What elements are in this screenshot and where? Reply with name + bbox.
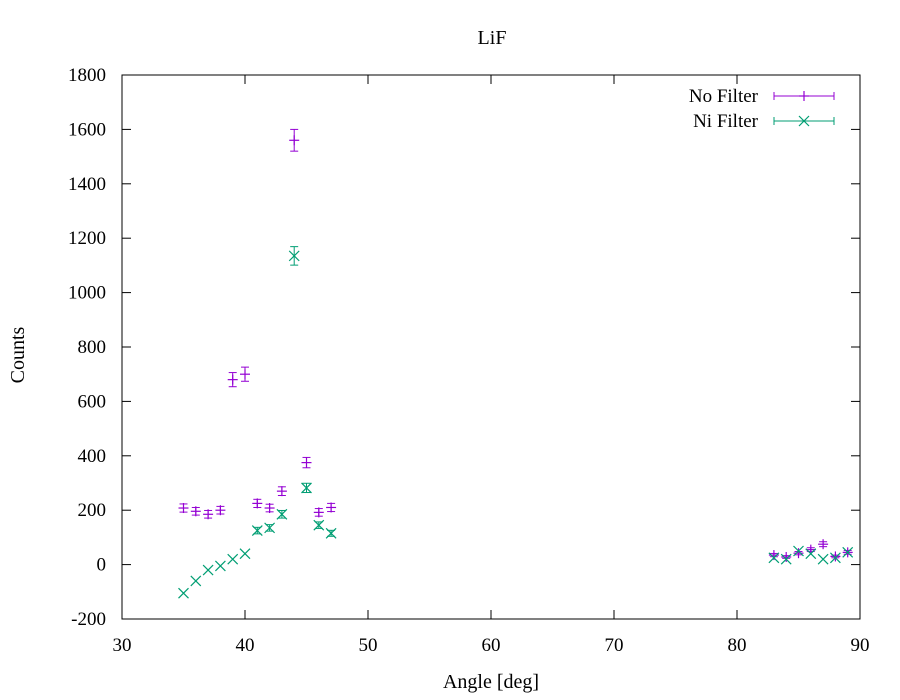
- marker-d2: [251, 525, 263, 537]
- series-layer: [178, 128, 854, 599]
- y-tick-label: 1200: [68, 228, 106, 249]
- x-tick-label: 70: [605, 635, 624, 656]
- data-point: [780, 553, 792, 565]
- marker-d2: [768, 552, 780, 564]
- y-tick-label: 200: [78, 500, 107, 521]
- data-point: [818, 539, 829, 550]
- marker-d2: [227, 553, 239, 565]
- data-point: [276, 486, 287, 497]
- data-point: [301, 482, 312, 494]
- x-tick-label: 50: [359, 635, 378, 656]
- marker-d2: [842, 546, 854, 558]
- legend-marker-d2: [798, 115, 810, 127]
- data-point: [264, 503, 275, 514]
- marker-d2: [325, 527, 337, 539]
- marker-d2: [178, 587, 189, 599]
- y-axis: -200 0 200 400 600 800 1000 1200 1400 1600 1800: [68, 65, 860, 630]
- marker-d2: [313, 519, 325, 531]
- x-tick-label: 80: [728, 635, 747, 656]
- data-point: [842, 546, 854, 558]
- data-point: [301, 456, 312, 469]
- data-point: [276, 508, 288, 520]
- marker-d2: [301, 482, 312, 494]
- data-point: [830, 551, 841, 562]
- data-point: [178, 587, 189, 599]
- y-axis-label: Counts: [7, 326, 29, 383]
- data-point: [289, 128, 300, 152]
- data-point: [202, 564, 214, 576]
- data-point: [829, 552, 841, 564]
- x-axis-label: Angle [deg]: [443, 671, 539, 693]
- x-tick-label: 30: [113, 635, 132, 656]
- marker-d2: [239, 548, 251, 560]
- legend-label: Ni Filter: [693, 111, 759, 132]
- marker-d2: [780, 553, 792, 565]
- series-ni-filter: [178, 246, 854, 599]
- x-tick-label: 90: [851, 635, 870, 656]
- data-point: [288, 246, 300, 266]
- x-tick-label: 60: [482, 635, 501, 656]
- marker-d2: [817, 553, 829, 565]
- data-point: [214, 560, 226, 572]
- x-axis: 30 40 50 60 70 80 90: [113, 75, 870, 656]
- data-point: [215, 505, 226, 516]
- data-point: [793, 548, 804, 559]
- y-tick-label: 400: [78, 446, 107, 467]
- data-point: [781, 551, 792, 562]
- y-tick-label: 1000: [68, 283, 106, 304]
- data-point: [190, 506, 201, 517]
- data-point: [240, 366, 250, 382]
- data-point: [252, 498, 263, 509]
- marker-d2: [805, 548, 817, 560]
- data-point: [326, 502, 337, 513]
- data-point: [227, 372, 238, 388]
- legend: No Filter Ni Filter: [689, 86, 835, 132]
- data-point: [793, 545, 804, 557]
- y-tick-label: 600: [78, 391, 107, 412]
- chart-title: LiF: [478, 27, 507, 49]
- series-no-filter: [178, 128, 853, 562]
- marker-d2: [264, 522, 276, 534]
- x-tick-label: 40: [236, 635, 255, 656]
- marker-d2: [288, 250, 300, 262]
- y-tick-label: 0: [97, 555, 107, 576]
- data-point: [768, 552, 780, 564]
- marker-d2: [214, 560, 226, 572]
- y-tick-label: -200: [71, 609, 106, 630]
- y-tick-label: 1800: [68, 65, 106, 86]
- marker-d2: [276, 508, 288, 520]
- data-point: [251, 525, 263, 537]
- marker-d2: [829, 552, 841, 564]
- data-point: [227, 553, 239, 565]
- legend-label: No Filter: [689, 86, 759, 107]
- data-point: [313, 519, 325, 531]
- data-point: [313, 507, 324, 518]
- data-point: [264, 522, 276, 534]
- data-point: [817, 553, 829, 565]
- marker-d2: [793, 545, 804, 557]
- plot-frame: [121, 74, 861, 620]
- data-point: [178, 503, 189, 514]
- data-point: [239, 548, 251, 560]
- y-tick-label: 800: [78, 337, 107, 358]
- y-tick-label: 1600: [68, 119, 106, 140]
- marker-d2: [202, 564, 214, 576]
- y-tick-label: 1400: [68, 174, 106, 195]
- data-point: [190, 575, 202, 587]
- data-point: [805, 548, 817, 560]
- marker-d2: [190, 575, 202, 587]
- data-point: [325, 527, 337, 539]
- data-point: [203, 509, 214, 520]
